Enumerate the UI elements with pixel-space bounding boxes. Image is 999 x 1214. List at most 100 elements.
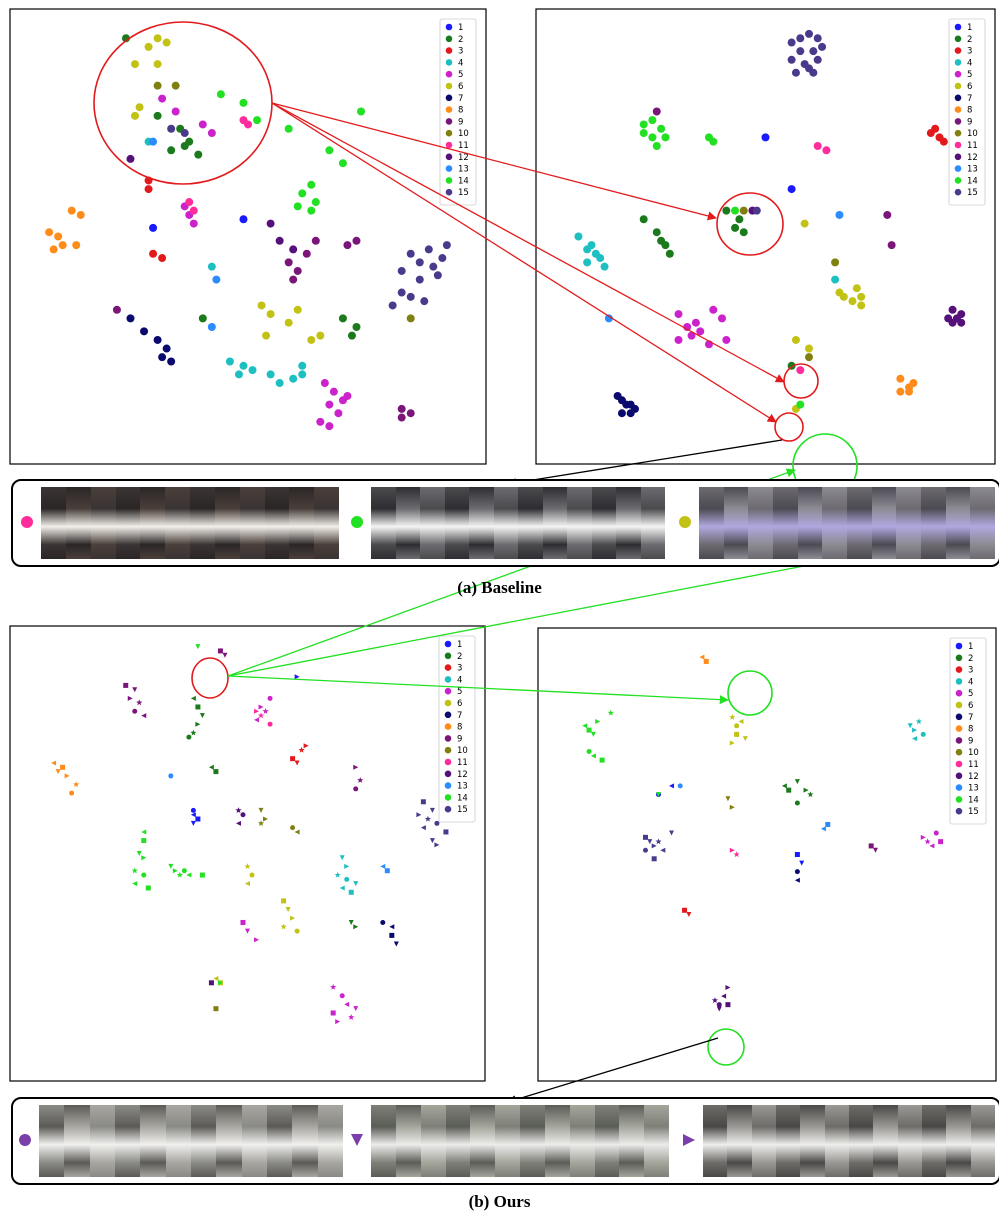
sample-frame [970,1105,995,1177]
legend-label: 11 [967,141,978,151]
sample-frame [65,487,92,559]
legend-marker [955,678,963,685]
series-9-point [123,682,129,688]
marker-glyph [351,1134,363,1146]
ours-sample-strip [11,1097,999,1185]
series-4-point [334,871,341,878]
legend-label: 15 [458,188,469,198]
series-15-point [647,839,653,845]
legend-marker [445,118,453,125]
series-2-point [186,734,192,740]
series-5-point [267,695,273,701]
series-15-point [167,124,176,133]
series-14-point [298,189,307,198]
highlight-circle-green [707,1028,745,1066]
series-15-point [787,55,796,64]
arrow-red [271,102,717,221]
series-14-point [590,753,596,759]
series-2-point [786,787,792,793]
series-10-point [290,825,296,831]
legend-label: 14 [457,793,468,803]
series-3-point [939,137,948,146]
series-6-point [131,111,139,120]
series-14-point [136,851,142,856]
highlight-circle-red [191,657,229,699]
legend-label: 1 [457,640,462,650]
series-14-point [145,885,151,891]
series-13-point [207,323,216,332]
arrow-black [507,1037,719,1104]
series-1-point [190,807,196,813]
series-9-point [352,236,361,245]
legend-marker [954,47,962,54]
series-6-point [800,219,809,228]
series-6-point [791,335,800,344]
series-15-point [429,807,435,813]
sample-marker-icon [351,516,363,528]
series-5-point [334,409,343,418]
series-14-point [639,129,648,138]
sample-frame [495,1105,521,1177]
sample-frame [165,487,191,559]
series-6-point [144,42,153,51]
series-14-point [141,838,147,844]
series-8-point [73,781,80,788]
series-6-point [162,38,171,47]
series-3-point [158,254,167,263]
series-10-point [257,820,265,826]
series-10-point [831,258,840,267]
sample-frame [493,487,519,559]
legend-label: 15 [457,805,468,815]
series-14-point [141,829,147,835]
series-9-point [353,786,359,792]
marker-glyph [683,1134,695,1146]
series-3-point [290,756,296,762]
legend-marker [954,59,962,66]
series-7-point [153,335,162,344]
legend-label: 1 [968,642,973,652]
series-5-point [674,335,683,344]
legend-label: 4 [967,58,972,68]
series-9-point [293,266,302,275]
legend-marker [955,654,963,662]
legend-label: 6 [458,82,463,92]
legend-label: 4 [458,58,463,68]
series-12-point [716,1002,722,1008]
series-1-point [799,860,805,866]
series-2-point [794,800,800,806]
sample-frames [703,1105,995,1177]
sample-frame [267,1105,293,1177]
sample-frames [39,1105,343,1177]
series-3-point [298,746,305,753]
sample-frame [89,1105,116,1177]
series-10-point [739,206,748,215]
series-12-point [208,980,214,986]
legend-label: 1 [967,23,972,33]
series-5-point [338,396,347,405]
sample-frame [644,1105,669,1177]
sample-frame [822,487,848,559]
legend-marker [954,23,962,31]
series-12-point [275,236,284,245]
series-15-point [805,29,813,38]
series-6-point [284,318,293,327]
legend-label: 3 [458,47,463,57]
series-14-point [239,98,248,107]
series-2-point [735,215,744,224]
series-10-point [213,1006,219,1012]
series-11-point [257,712,265,719]
series-8-point [67,206,76,215]
series-9-point [127,695,133,701]
legend-marker [954,177,962,184]
series-6-point [213,975,219,981]
legend-label: 2 [457,652,462,662]
legend-marker [955,784,963,791]
legend-marker [954,129,962,137]
sample-frame [41,487,67,559]
series-15-point [406,292,415,301]
series-15-point [642,847,648,853]
series-5-point [687,331,696,340]
legend-marker [444,664,452,671]
series-6-point [280,923,287,930]
